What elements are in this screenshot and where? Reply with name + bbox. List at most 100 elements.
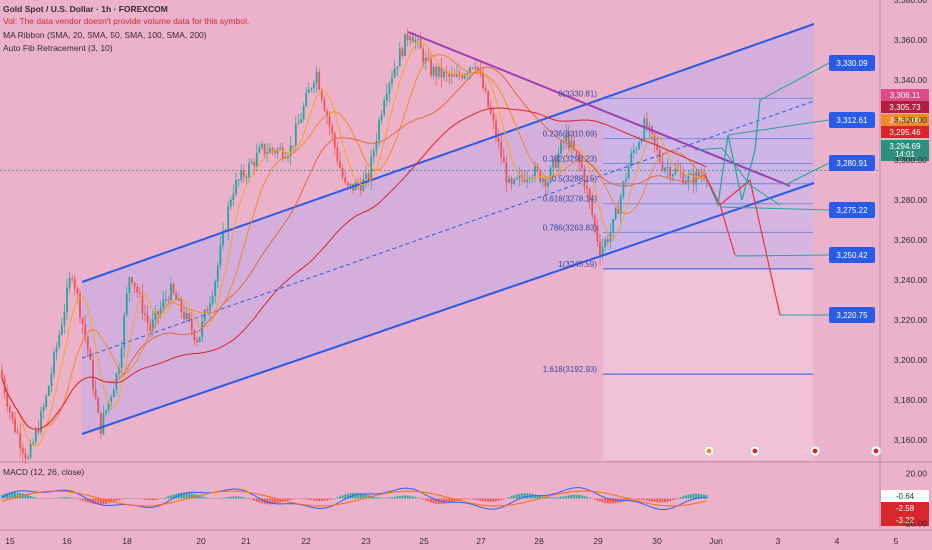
candle-body bbox=[661, 161, 664, 171]
x-tick-label: 4 bbox=[835, 536, 840, 546]
axis-price-tag bbox=[881, 140, 929, 152]
macd-histogram-bar bbox=[14, 492, 16, 499]
fib-level-label: 0(3330.81) bbox=[558, 89, 597, 98]
channel-upper-line[interactable] bbox=[81, 23, 815, 283]
candle-body bbox=[29, 443, 32, 458]
candle-body bbox=[417, 38, 419, 40]
macd-histogram-bar bbox=[404, 495, 406, 499]
candle-body bbox=[443, 71, 445, 78]
candle-body bbox=[528, 178, 531, 180]
macd-histogram-bar bbox=[383, 497, 386, 499]
candle-body bbox=[284, 157, 287, 159]
candle-body bbox=[492, 113, 495, 121]
macd-histogram-bar bbox=[417, 497, 419, 499]
candle-body bbox=[107, 401, 110, 411]
macd-histogram-bar bbox=[40, 498, 42, 499]
target-label-box[interactable] bbox=[829, 112, 875, 128]
macd-histogram-bar bbox=[6, 493, 9, 499]
macd-histogram-bar bbox=[500, 498, 503, 501]
candle-body bbox=[24, 453, 27, 459]
macd-histogram-bar bbox=[560, 496, 562, 499]
candle-body bbox=[599, 241, 601, 257]
macd-histogram-bar bbox=[409, 495, 412, 499]
candle-body bbox=[167, 299, 170, 301]
candle-body bbox=[508, 178, 510, 183]
auto-fib-legend[interactable]: Auto Fib Retracement (3, 10) bbox=[3, 43, 113, 53]
candle-body bbox=[27, 457, 29, 459]
macd-histogram-bar bbox=[188, 492, 191, 499]
macd-histogram-bar bbox=[586, 496, 588, 499]
macd-histogram-bar bbox=[162, 498, 165, 499]
candle-body bbox=[307, 89, 310, 93]
candle-body bbox=[378, 120, 380, 141]
descending-trendline[interactable] bbox=[407, 31, 791, 187]
macd-histogram-bar bbox=[609, 498, 612, 504]
candle-body bbox=[209, 303, 211, 312]
macd-histogram-bar bbox=[193, 493, 196, 499]
target-label: 3,250.42 bbox=[836, 251, 868, 260]
macd-histogram-bar bbox=[406, 495, 409, 499]
candle-body bbox=[398, 48, 401, 67]
candle-body bbox=[112, 389, 115, 397]
x-tick-label: 15 bbox=[5, 536, 15, 546]
macd-histogram-bar bbox=[695, 493, 698, 499]
candle-body bbox=[315, 71, 318, 84]
candle-body bbox=[557, 153, 560, 168]
macd-histogram-bar bbox=[604, 498, 607, 504]
target-label-box[interactable] bbox=[829, 247, 875, 263]
macd-histogram-bar bbox=[656, 498, 659, 503]
candle-body bbox=[344, 177, 347, 183]
macd-histogram-bar bbox=[588, 497, 591, 499]
target-label-box[interactable] bbox=[829, 202, 875, 218]
channel-lower-line[interactable] bbox=[81, 182, 815, 435]
macd-histogram-bar bbox=[401, 495, 404, 499]
candle-body bbox=[380, 114, 383, 121]
target-connector bbox=[734, 254, 830, 257]
projection-down-path-2 bbox=[719, 178, 781, 316]
candle-body bbox=[476, 67, 479, 70]
candle-body bbox=[396, 66, 399, 69]
candle-body bbox=[578, 154, 581, 163]
ma-ribbon-legend[interactable]: MA Ribbon (SMA, 20, SMA, 50, SMA, 100, S… bbox=[3, 30, 207, 40]
candle-body bbox=[159, 307, 162, 315]
candle-body bbox=[170, 283, 172, 301]
target-label-box[interactable] bbox=[829, 307, 875, 323]
macd-histogram-bar bbox=[518, 493, 521, 499]
candle-body bbox=[409, 36, 412, 41]
candle-body bbox=[383, 100, 386, 115]
candle-body bbox=[32, 442, 35, 444]
macd-histogram-bar bbox=[133, 498, 136, 499]
candle-body bbox=[482, 73, 484, 89]
macd-histogram-bar bbox=[344, 494, 347, 499]
candle-body bbox=[190, 319, 193, 331]
macd-histogram-bar bbox=[372, 496, 375, 499]
macd-histogram-bar bbox=[235, 496, 237, 499]
candle-body bbox=[115, 373, 118, 390]
target-label-box[interactable] bbox=[829, 155, 875, 171]
macd-histogram-bar bbox=[677, 498, 679, 499]
candle-body bbox=[320, 89, 323, 100]
macd-histogram-bar bbox=[643, 498, 646, 501]
macd-histogram-bar bbox=[539, 495, 542, 499]
macd-histogram-bar bbox=[250, 498, 253, 500]
macd-legend[interactable]: MACD (12, 26, close) bbox=[3, 467, 85, 477]
target-label: 3,280.91 bbox=[836, 159, 868, 168]
macd-histogram-bar bbox=[684, 495, 687, 499]
candle-body bbox=[632, 150, 635, 153]
macd-histogram-bar bbox=[164, 497, 167, 499]
candle-body bbox=[138, 292, 141, 294]
macd-histogram-bar bbox=[474, 498, 477, 500]
candle-body bbox=[432, 66, 435, 76]
macd-histogram-bar bbox=[240, 496, 243, 499]
target-label-box[interactable] bbox=[829, 55, 875, 71]
macd-histogram-bar bbox=[276, 498, 279, 504]
macd-histogram-bar bbox=[661, 498, 664, 503]
candle-body bbox=[591, 200, 594, 216]
macd-histogram-bar bbox=[331, 498, 334, 500]
macd-histogram-bar bbox=[380, 497, 383, 499]
candle-body bbox=[625, 178, 627, 182]
x-tick-label: Jun bbox=[709, 536, 723, 546]
macd-histogram-bar bbox=[102, 498, 105, 505]
fib-level-label: 0.618(3278.14) bbox=[543, 195, 598, 204]
